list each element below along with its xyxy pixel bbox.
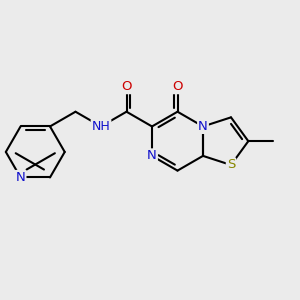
Text: O: O [121,80,132,93]
Text: N: N [16,171,26,184]
Text: N: N [147,149,157,162]
Text: NH: NH [92,120,110,133]
Text: S: S [227,158,235,172]
Text: N: N [198,120,208,133]
Text: O: O [172,80,183,93]
